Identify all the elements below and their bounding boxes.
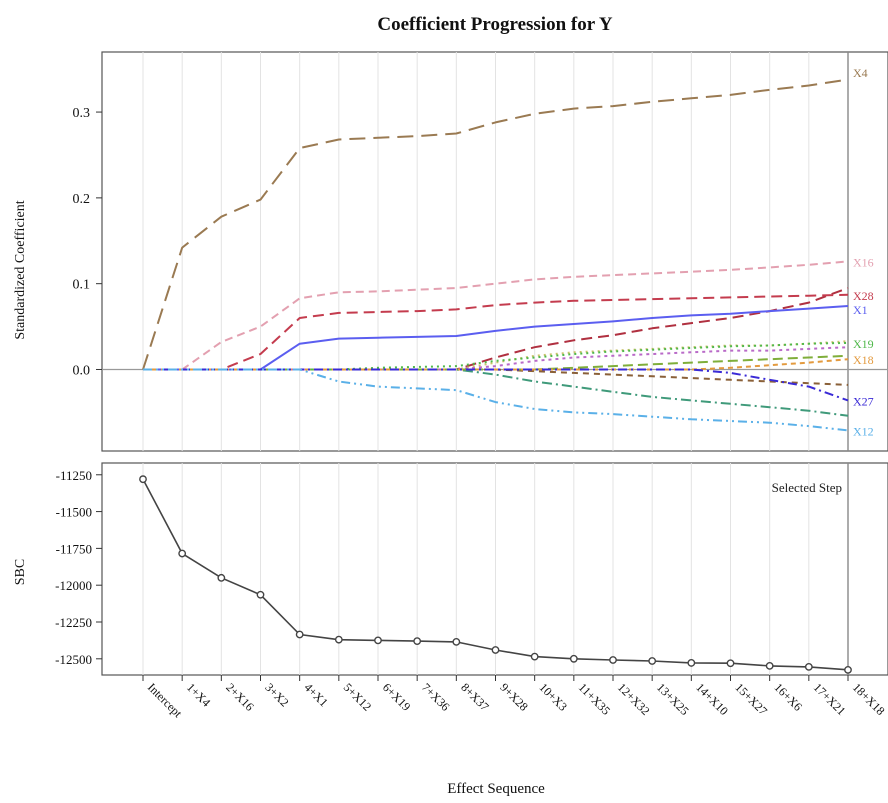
x-tick-label: Intercept (145, 680, 186, 721)
coefficient-line (143, 368, 849, 417)
sbc-point (804, 663, 813, 671)
coefficient-line-x12 (143, 368, 849, 432)
coefficient-line-x28 (143, 293, 849, 371)
bottom-ytick-label: -12250 (55, 615, 92, 630)
x-tick-label: 8+X37 (458, 680, 492, 714)
top-ytick-label: 0.2 (73, 192, 91, 207)
coefficient-line-x4 (142, 78, 849, 370)
bottom-ytick-label: -11750 (56, 541, 92, 556)
sbc-point (648, 657, 657, 665)
sbc-point (765, 661, 774, 670)
coefficient-line-x19 (143, 341, 849, 371)
sbc-point (491, 646, 500, 654)
coefficient-line-x27 (143, 368, 849, 402)
sbc-point (569, 654, 578, 663)
sbc-point (139, 475, 147, 484)
bottom-ytick-label: -11500 (56, 505, 92, 520)
bottom-y-axis-label: SBC (13, 559, 28, 585)
sbc-point (217, 573, 226, 582)
sbc-point (609, 656, 617, 664)
x-tick-label: 17+X21 (811, 680, 849, 718)
x-tick-label: 13+X25 (654, 680, 692, 718)
x-tick-label: 16+X6 (772, 680, 806, 714)
series-label-x18: X18 (853, 353, 874, 367)
x-tick-label: 5+X12 (341, 680, 375, 714)
coefficient-line (143, 346, 849, 371)
x-tick-label: 2+X16 (223, 680, 257, 714)
sbc-point (295, 630, 304, 639)
x-tick-label: 3+X2 (262, 680, 291, 709)
x-tick-label: 9+X28 (497, 680, 531, 714)
chart-title: Coefficient Progression for Y (377, 14, 612, 35)
x-tick-label: 15+X27 (732, 680, 770, 718)
series-label-x19: X19 (853, 337, 874, 351)
series-label-x16: X16 (853, 255, 874, 269)
series-label-x4: X4 (853, 66, 868, 80)
top-y-axis-label: Standardized Coefficient (13, 200, 28, 339)
bottom-ytick-label: -12000 (55, 578, 92, 593)
series-label-x28: X28 (853, 289, 874, 303)
sbc-point (256, 590, 265, 599)
sbc-point (844, 665, 852, 674)
top-ytick-label: 0.0 (73, 363, 91, 378)
series-label-x1: X1 (853, 303, 868, 317)
sbc-point (374, 636, 382, 645)
x-tick-label: 14+X10 (693, 680, 731, 718)
sbc-point (687, 659, 696, 667)
x-tick-label: 11+X35 (576, 680, 613, 717)
sbc-point (726, 659, 735, 668)
series-label-x27: X27 (853, 394, 874, 408)
top-ytick-label: 0.1 (73, 278, 91, 293)
x-tick-label: 10+X3 (537, 680, 571, 714)
sbc-point (178, 549, 187, 558)
x-tick-label: 1+X4 (184, 680, 213, 709)
sbc-point (530, 652, 539, 661)
sbc-point (413, 637, 422, 646)
top-ytick-label: 0.3 (73, 106, 91, 121)
selected-step-annotation: Selected Step (772, 480, 842, 495)
x-tick-label: 18+X18 (850, 680, 888, 718)
series-label-x12: X12 (853, 424, 874, 438)
sbc-point (334, 635, 343, 644)
x-tick-label: 12+X32 (615, 680, 653, 718)
sbc-point (452, 637, 461, 646)
x-tick-label: 4+X1 (302, 680, 331, 709)
bottom-ytick-label: -11250 (56, 468, 92, 483)
x-tick-label: 6+X19 (380, 680, 414, 714)
x-tick-label: 7+X36 (419, 680, 453, 714)
bottom-ytick-label: -12500 (55, 652, 92, 667)
x-axis-label: Effect Sequence (447, 781, 545, 797)
